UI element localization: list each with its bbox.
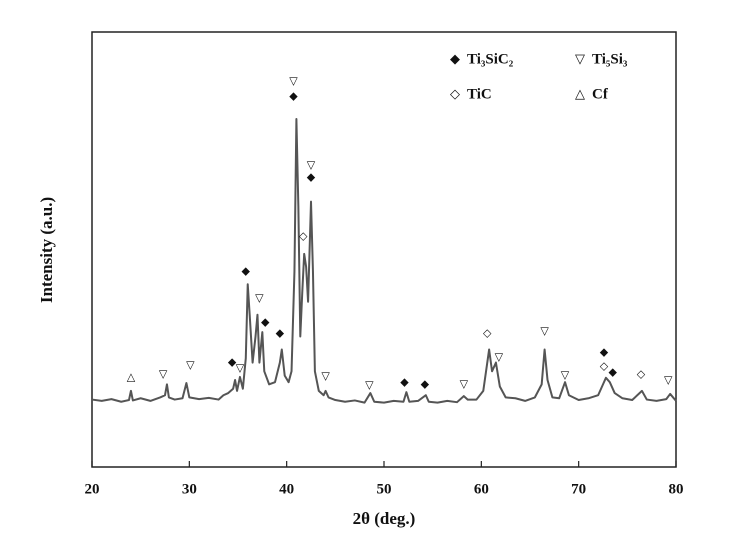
peak-marker: ◆ [400, 377, 409, 389]
peak-marker: ◇ [600, 360, 609, 372]
peak-marker: ▽ [561, 370, 570, 382]
legend-label: Ti₅Si₃ [592, 51, 628, 67]
peak-marker: ◆ [608, 367, 617, 379]
peak-marker: ◇ [299, 230, 308, 242]
legend-label: TiC [467, 86, 492, 102]
peak-marker: ▽ [255, 293, 264, 305]
peak-marker: ◆ [276, 327, 285, 339]
peak-marker: ◆ [242, 266, 251, 278]
peak-marker: ▽ [460, 378, 469, 390]
peak-marker: ◆ [600, 347, 609, 359]
peak-marker: ◆ [307, 172, 316, 184]
x-axis-label: 2θ (deg.) [353, 509, 416, 528]
peak-marker: ◆ [228, 357, 237, 369]
peak-marker: ▽ [159, 369, 168, 381]
legend-label: Cf [592, 86, 609, 102]
peak-marker: ▽ [664, 374, 673, 386]
peak-marker: ▽ [321, 370, 330, 382]
x-tick-label: 40 [279, 481, 294, 497]
legend-symbol: ▽ [575, 51, 585, 66]
peak-marker: ◇ [637, 369, 646, 381]
x-tick-label: 70 [571, 481, 586, 497]
peak-marker: ◇ [483, 327, 492, 339]
x-tick-label: 50 [377, 481, 392, 497]
legend-symbol: ◇ [450, 86, 460, 101]
peak-marker: △ [127, 371, 136, 383]
peak-marker: ▽ [186, 360, 195, 372]
peak-marker: ▽ [289, 76, 298, 88]
peak-marker: ▽ [540, 326, 549, 338]
legend-symbol: △ [575, 86, 585, 101]
peak-marker: ◆ [289, 90, 298, 102]
peak-marker: ◆ [421, 378, 430, 390]
peak-marker: ▽ [236, 363, 245, 375]
peak-marker: ▽ [307, 160, 316, 172]
legend-label: Ti₃SiC₂ [467, 51, 514, 67]
x-tick-label: 30 [182, 481, 197, 497]
peak-marker: ▽ [365, 380, 374, 392]
x-tick-label: 20 [85, 481, 100, 497]
peak-marker: ◆ [261, 317, 270, 329]
x-tick-label: 60 [474, 481, 489, 497]
peak-marker: ▽ [495, 351, 504, 363]
x-tick-label: 80 [669, 481, 684, 497]
xrd-line [91, 118, 677, 404]
legend-symbol: ◆ [450, 51, 460, 66]
y-axis-label: Intensity (a.u.) [37, 197, 56, 303]
